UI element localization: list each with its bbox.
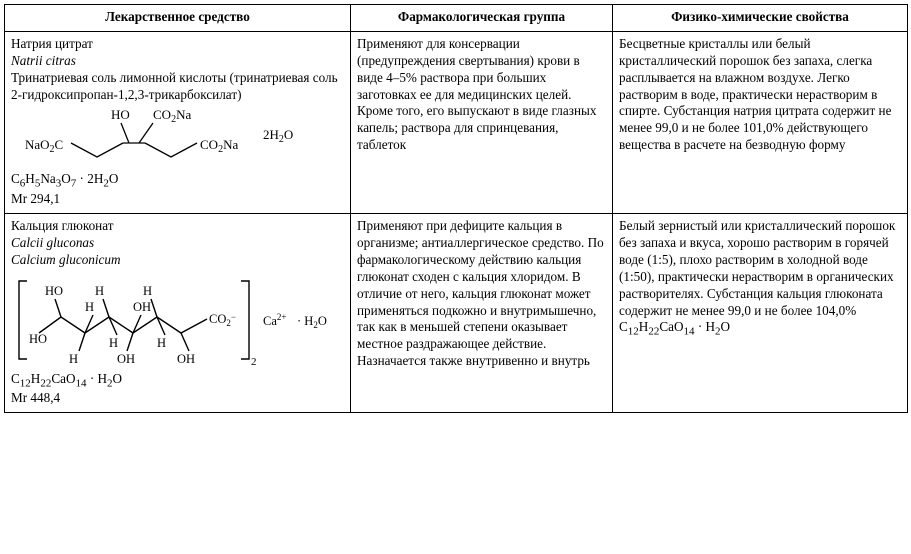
- drug-name-latin2: Calcium gluconicum: [11, 252, 344, 269]
- drug-name-latin: Natrii citras: [11, 53, 344, 70]
- table-row: Натрия цитрат Natrii citras Тринатриевая…: [5, 31, 908, 213]
- label-hydrate: · H2O: [297, 314, 327, 330]
- svg-text:H: H: [69, 352, 78, 366]
- cell-phys: Белый зернистый или кристаллический поро…: [613, 214, 908, 413]
- label-nao2c: NaO2C: [25, 137, 63, 155]
- label-hydrate: 2H2O: [263, 127, 293, 145]
- svg-text:H: H: [109, 336, 118, 350]
- label-ho: HO: [111, 107, 130, 122]
- svg-text:H: H: [157, 336, 166, 350]
- label-co2na-right: CO2Na: [200, 137, 238, 155]
- svg-text:OH: OH: [133, 300, 151, 314]
- label-ho: HO: [29, 332, 47, 346]
- drug-name-ru: Кальция глюконат: [11, 218, 344, 235]
- svg-text:H: H: [143, 284, 152, 298]
- cell-phys: Бесцветные кристаллы или белый кристалли…: [613, 31, 908, 213]
- drug-name-latin: Calcii gluconas: [11, 235, 344, 252]
- label-ca: Ca2+: [263, 312, 286, 328]
- svg-text:H: H: [95, 284, 104, 298]
- structure-gluconate: HO HO H H OH H H H OH H OH CO2−: [13, 273, 344, 369]
- label-co2na-top: CO2Na: [153, 107, 191, 125]
- cell-drug: Натрия цитрат Natrii citras Тринатриевая…: [5, 31, 351, 213]
- label-sub2: 2: [251, 356, 257, 368]
- drug-name-ru: Натрия цитрат: [11, 36, 344, 53]
- label-co2minus: CO2−: [209, 312, 236, 328]
- mol-formula: C6H5Na3O7 · 2H2O: [11, 171, 344, 191]
- cell-pharm: Применяют при дефиците кальция в организ…: [351, 214, 613, 413]
- header-col2: Фармакологическая группа: [351, 5, 613, 32]
- cell-pharm: Применяют для консервации (предупреждени…: [351, 31, 613, 213]
- svg-text:OH: OH: [117, 352, 135, 366]
- mol-formula: C12H22CaO14 · H2O: [11, 371, 344, 391]
- header-row: Лекарственное средство Фармакологическая…: [5, 5, 908, 32]
- drug-table: Лекарственное средство Фармакологическая…: [4, 4, 908, 413]
- mr: Mr 294,1: [11, 191, 344, 208]
- cell-drug: Кальция глюконат Calcii gluconas Calcium…: [5, 214, 351, 413]
- table-row: Кальция глюконат Calcii gluconas Calcium…: [5, 214, 908, 413]
- drug-chem-name: Тринатриевая соль лимонной кислоты (трин…: [11, 70, 344, 104]
- svg-text:HO: HO: [45, 284, 63, 298]
- header-col1: Лекарственное средство: [5, 5, 351, 32]
- structure-citrate: HO CO2Na NaO2C CO2Na 2H2O: [25, 107, 344, 169]
- mr: Mr 448,4: [11, 390, 344, 407]
- header-col3: Физико-химические свойства: [613, 5, 908, 32]
- svg-text:H: H: [85, 300, 94, 314]
- svg-text:OH: OH: [177, 352, 195, 366]
